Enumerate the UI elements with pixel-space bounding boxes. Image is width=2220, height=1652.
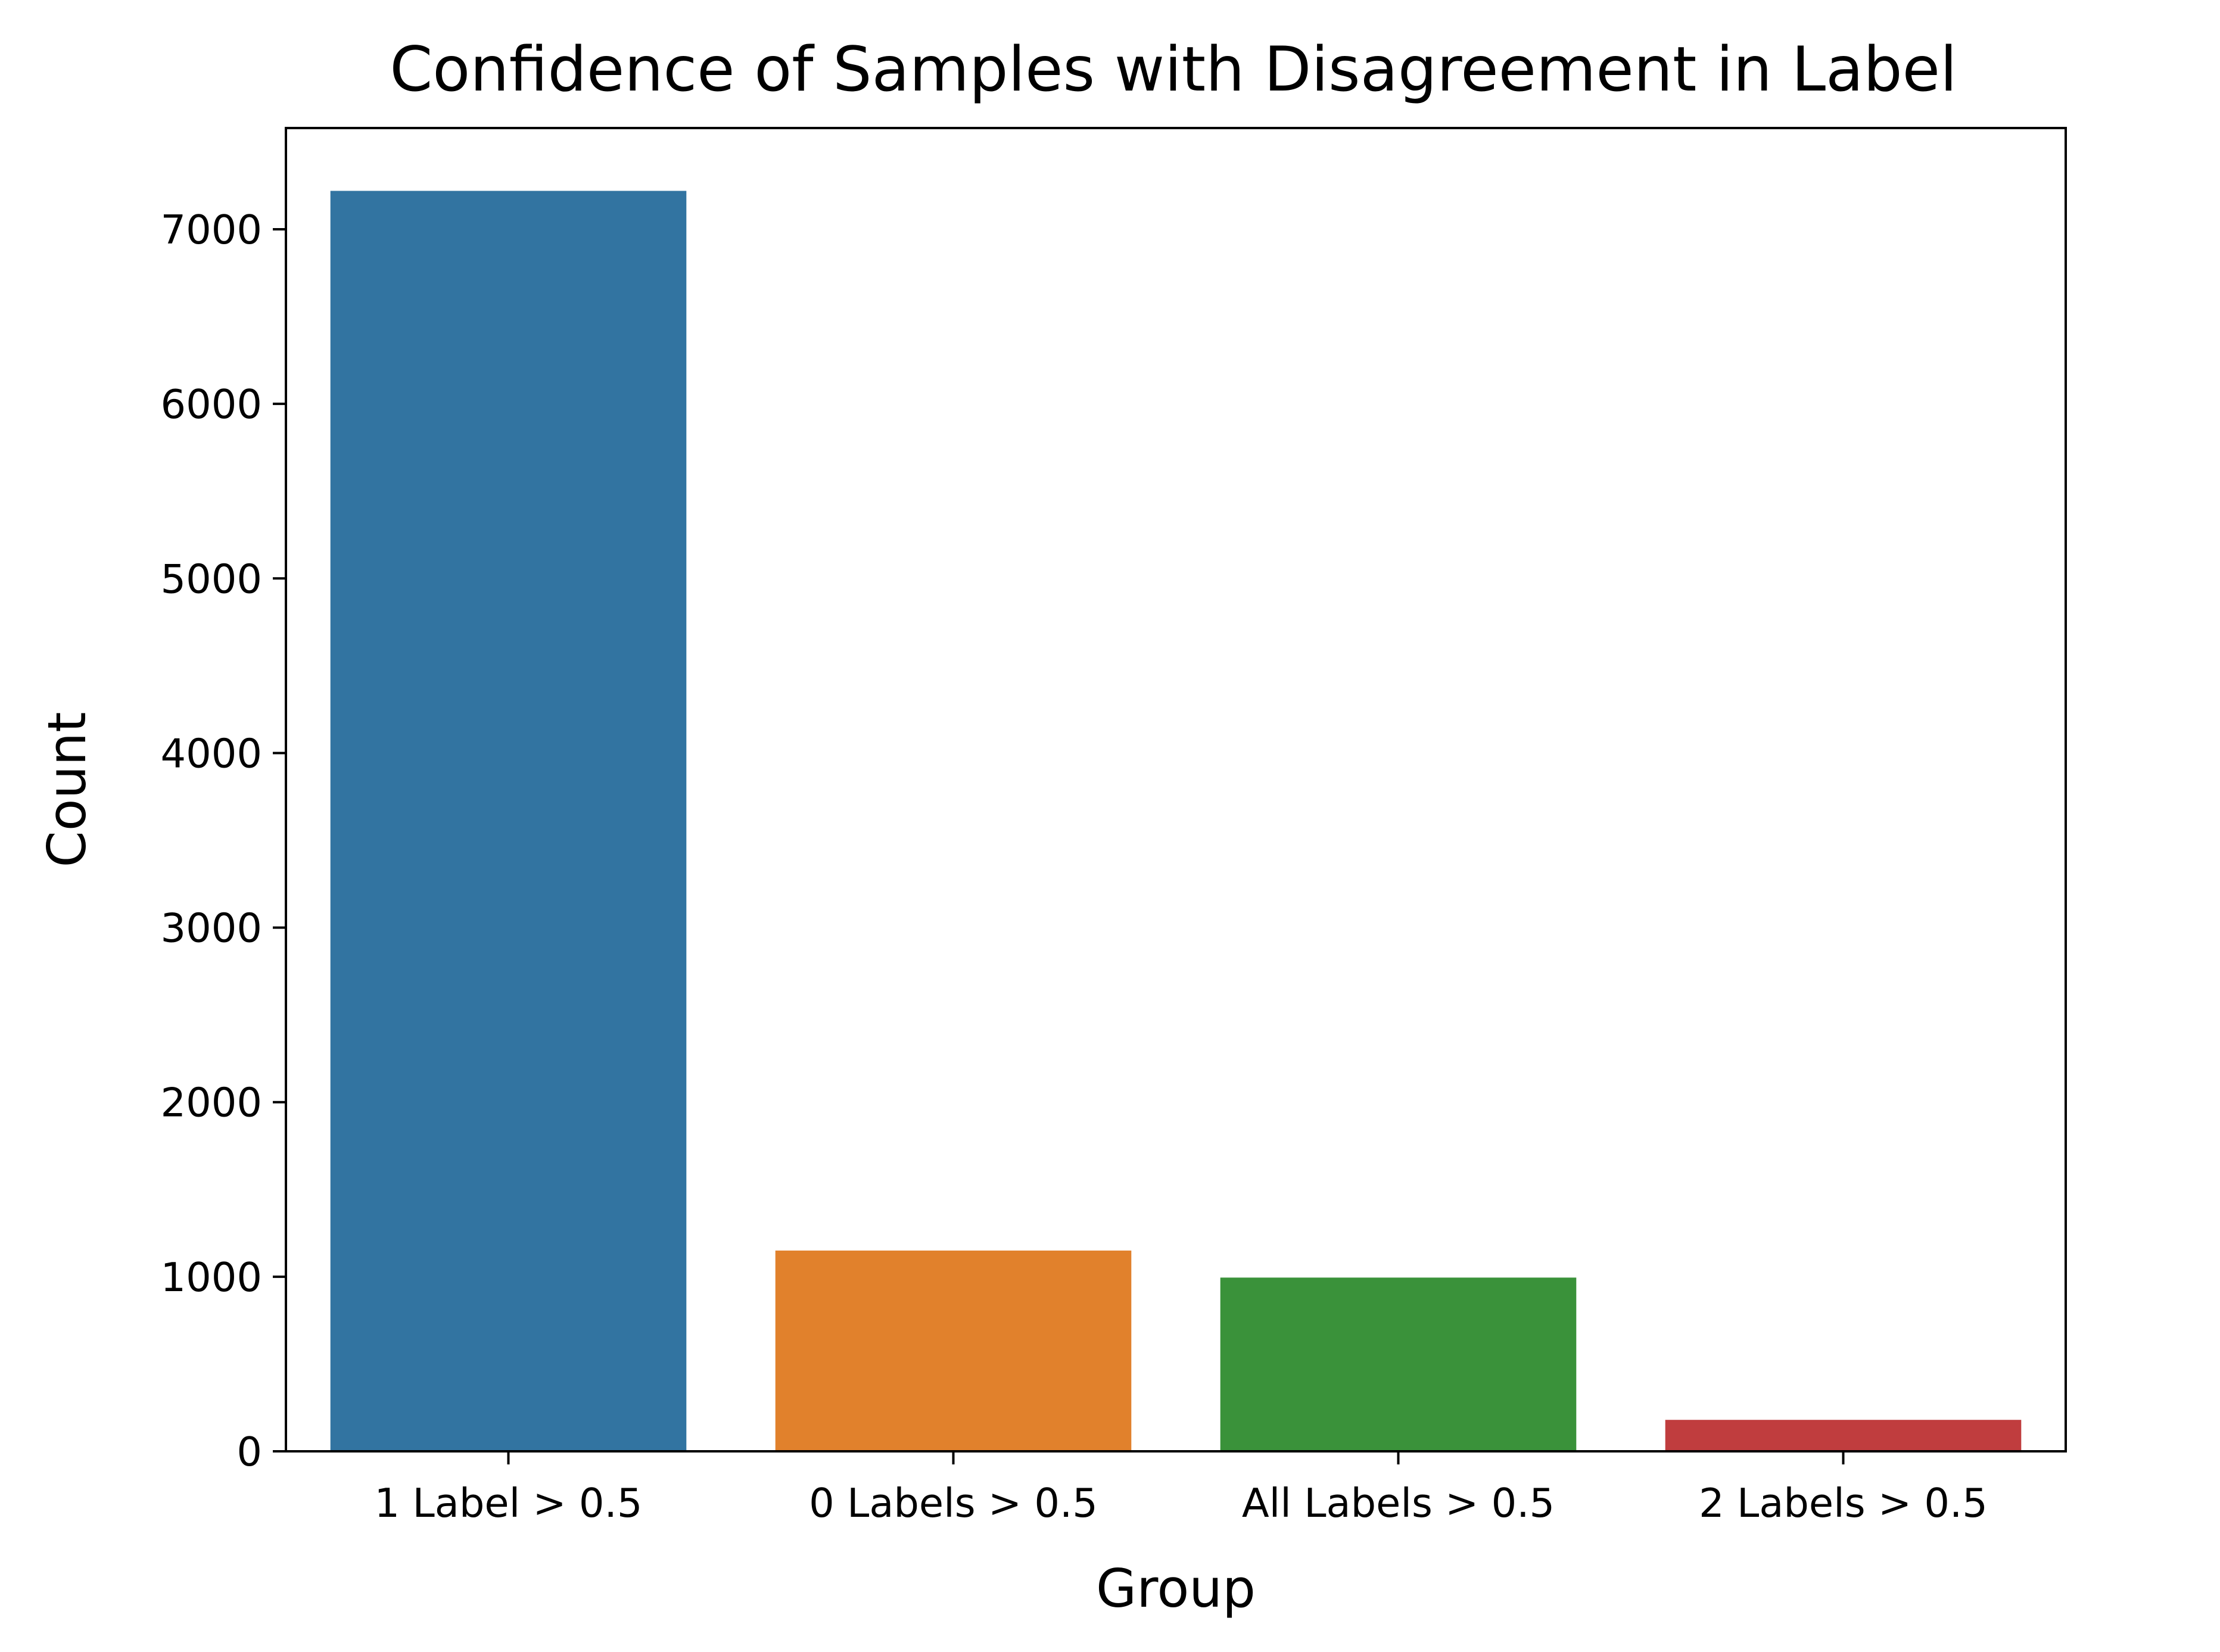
y-tick-label: 2000 bbox=[160, 1080, 262, 1126]
x-tick-label: 1 Label > 0.5 bbox=[375, 1480, 643, 1526]
y-tick-label: 0 bbox=[236, 1429, 262, 1475]
y-axis: 0 1000 2000 3000 4000 5000 6000 7000 bbox=[160, 207, 286, 1475]
x-axis-label: Group bbox=[1096, 1558, 1256, 1619]
x-axis: 1 Label > 0.5 0 Labels > 0.5 All Labels > … bbox=[375, 1451, 1988, 1526]
x-tick-label: 0 Labels > 0.5 bbox=[809, 1480, 1098, 1526]
y-tick-label: 5000 bbox=[160, 556, 262, 602]
plot-frame bbox=[285, 127, 2067, 1452]
bar-3 bbox=[1220, 1277, 1577, 1451]
chart-title: Confidence of Samples with Disagreement … bbox=[390, 34, 1957, 105]
bar-4 bbox=[1665, 1420, 2022, 1451]
y-tick-label: 4000 bbox=[160, 730, 262, 777]
x-tick-label: All Labels > 0.5 bbox=[1242, 1480, 1555, 1526]
y-tick-label: 3000 bbox=[160, 905, 262, 952]
y-tick-label: 1000 bbox=[160, 1254, 262, 1301]
x-tick-label: 2 Labels > 0.5 bbox=[1699, 1480, 1988, 1526]
bars-layer bbox=[330, 191, 2022, 1451]
bar-2 bbox=[775, 1250, 1132, 1451]
y-axis-label: Count bbox=[36, 712, 98, 867]
y-tick-label: 7000 bbox=[160, 207, 262, 253]
bar-1 bbox=[330, 191, 687, 1451]
y-tick-label: 6000 bbox=[160, 381, 262, 428]
